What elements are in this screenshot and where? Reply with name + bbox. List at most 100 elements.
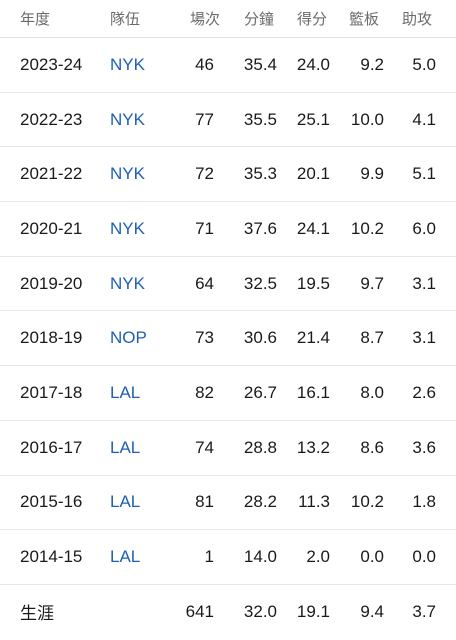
team-cell: LAL: [110, 492, 180, 512]
table-row: 2017-18 LAL 82 26.7 16.1 8.0 2.6: [0, 366, 456, 421]
rebounds-cell: 8.0: [360, 382, 384, 402]
rebounds-cell: 10.0: [350, 109, 384, 129]
rebounds-cell: 0.0: [360, 547, 384, 567]
career-label: 生涯: [20, 604, 54, 625]
games-cell: 72: [195, 164, 214, 184]
team-cell: LAL: [110, 438, 180, 458]
team-cell: LAL: [110, 547, 180, 567]
minutes-cell: 35.3: [243, 164, 277, 184]
games-cell: 74: [195, 437, 214, 457]
team-cell: NOP: [110, 328, 180, 348]
header-team: 隊伍: [110, 10, 141, 28]
assists-cell: 3.1: [412, 328, 436, 348]
team-cell: NYK: [110, 164, 180, 184]
points-cell: 19.5: [296, 273, 330, 293]
header-assists: 助攻: [402, 10, 433, 28]
team-link[interactable]: NYK: [110, 218, 145, 238]
table-row: 2016-17 LAL 74 28.8 13.2 8.6 3.6: [0, 421, 456, 476]
rebounds-cell: 9.9: [360, 164, 384, 184]
season-cell: 2017-18: [20, 382, 83, 402]
team-link[interactable]: LAL: [110, 547, 141, 567]
points-cell: 13.2: [296, 437, 330, 457]
season-cell: 2020-21: [20, 218, 83, 238]
team-cell: NYK: [110, 219, 180, 239]
assists-cell: 2.6: [412, 382, 436, 402]
table-row: 2020-21 NYK 71 37.6 24.1 10.2 6.0: [0, 202, 456, 257]
career-points: 19.1: [296, 601, 330, 621]
assists-cell: 3.6: [412, 437, 436, 457]
games-cell: 81: [195, 492, 214, 512]
table-body: 2023-24 NYK 46 35.4 24.0 9.2 5.0 2022-23 NYK 77 35…: [0, 38, 456, 585]
minutes-cell: 14.0: [243, 547, 277, 567]
team-link[interactable]: NOP: [110, 328, 147, 348]
career-row: 生涯 641 32.0 19.1 9.4 3.7: [0, 585, 456, 639]
minutes-cell: 28.2: [243, 492, 277, 512]
minutes-cell: 26.7: [243, 382, 277, 402]
header-minutes: 分鐘: [244, 10, 275, 28]
team-link[interactable]: NYK: [110, 54, 145, 74]
team-link[interactable]: LAL: [110, 492, 141, 512]
table-row: 2015-16 LAL 81 28.2 11.3 10.2 1.8: [0, 476, 456, 531]
points-cell: 2.0: [306, 547, 330, 567]
team-cell: NYK: [110, 110, 180, 130]
minutes-cell: 28.8: [243, 437, 277, 457]
season-cell: 2019-20: [20, 273, 83, 293]
team-link[interactable]: NYK: [110, 109, 145, 129]
assists-cell: 5.0: [412, 54, 436, 74]
games-cell: 64: [195, 273, 214, 293]
season-cell: 2023-24: [20, 54, 83, 74]
assists-cell: 3.1: [412, 273, 436, 293]
season-cell: 2016-17: [20, 437, 83, 457]
minutes-cell: 37.6: [243, 218, 277, 238]
team-link[interactable]: NYK: [110, 273, 145, 293]
table-row: 2022-23 NYK 77 35.5 25.1 10.0 4.1: [0, 93, 456, 148]
team-link[interactable]: NYK: [110, 164, 145, 184]
points-cell: 24.0: [296, 54, 330, 74]
assists-cell: 5.1: [412, 164, 436, 184]
table-header: 年度 隊伍 場次 分鐘 得分 籃板 助攻: [0, 0, 456, 38]
season-cell: 2018-19: [20, 328, 83, 348]
season-cell: 2021-22: [20, 164, 83, 184]
minutes-cell: 30.6: [243, 328, 277, 348]
games-cell: 82: [195, 382, 214, 402]
header-season: 年度: [20, 10, 51, 28]
team-cell: NYK: [110, 274, 180, 294]
team-link[interactable]: LAL: [110, 437, 141, 457]
team-cell: NYK: [110, 55, 180, 75]
games-cell: 77: [195, 109, 214, 129]
career-minutes: 32.0: [243, 601, 277, 621]
season-cell: 2014-15: [20, 547, 83, 567]
rebounds-cell: 9.2: [360, 54, 384, 74]
table-row: 2019-20 NYK 64 32.5 19.5 9.7 3.1: [0, 257, 456, 312]
rebounds-cell: 8.6: [360, 437, 384, 457]
points-cell: 11.3: [298, 492, 330, 512]
header-games: 場次: [190, 10, 221, 28]
points-cell: 25.1: [296, 109, 330, 129]
career-assists: 3.7: [412, 601, 436, 621]
rebounds-cell: 8.7: [360, 328, 384, 348]
rebounds-cell: 10.2: [350, 218, 384, 238]
games-cell: 1: [204, 547, 214, 567]
season-cell: 2015-16: [20, 492, 83, 512]
season-cell: 2022-23: [20, 109, 83, 129]
minutes-cell: 35.5: [243, 109, 277, 129]
minutes-cell: 35.4: [243, 54, 277, 74]
points-cell: 21.4: [296, 328, 330, 348]
team-cell: LAL: [110, 383, 180, 403]
assists-cell: 6.0: [412, 218, 436, 238]
header-rebounds: 籃板: [349, 10, 380, 28]
assists-cell: 4.1: [412, 109, 436, 129]
career-games: 641: [185, 601, 214, 621]
assists-cell: 1.8: [412, 492, 436, 512]
assists-cell: 0.0: [412, 547, 436, 567]
rebounds-cell: 10.2: [350, 492, 384, 512]
games-cell: 46: [195, 54, 214, 74]
rebounds-cell: 9.7: [360, 273, 384, 293]
points-cell: 16.1: [296, 382, 330, 402]
games-cell: 73: [195, 328, 214, 348]
team-link[interactable]: LAL: [110, 382, 141, 402]
points-cell: 20.1: [296, 164, 330, 184]
table-row: 2018-19 NOP 73 30.6 21.4 8.7 3.1: [0, 311, 456, 367]
table-row: 2021-22 NYK 72 35.3 20.1 9.9 5.1: [0, 147, 456, 203]
